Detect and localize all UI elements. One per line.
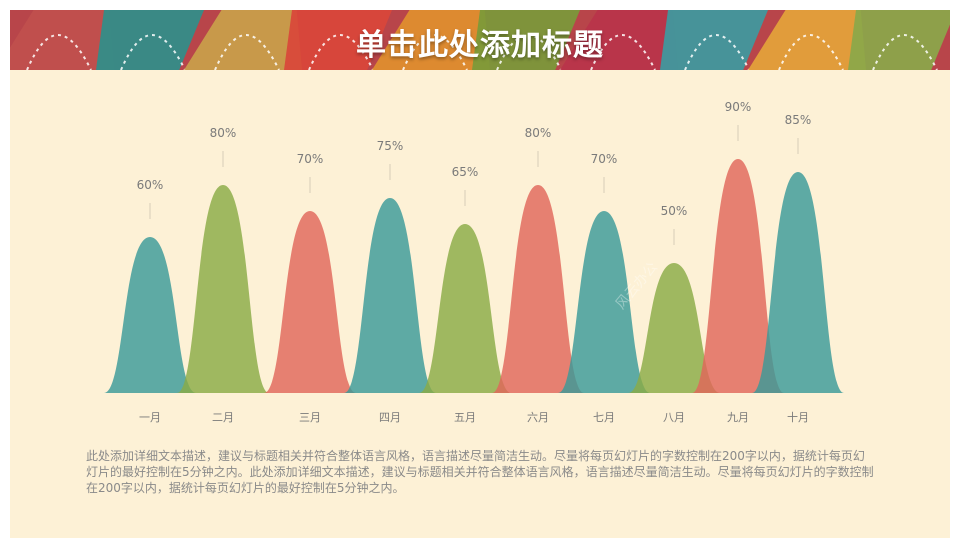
category-label-7: 七月 — [593, 411, 615, 424]
banner-dotted-line — [308, 34, 374, 70]
mountain-7[interactable] — [558, 211, 650, 393]
banner-dotted-line — [214, 34, 280, 70]
category-label-4: 四月 — [379, 411, 401, 424]
banner-shape — [560, 10, 678, 70]
slide-title[interactable]: 单击此处添加标题 — [356, 28, 604, 63]
data-label-6: 80% — [525, 126, 552, 140]
banner-shape — [96, 10, 204, 70]
data-label-7: 70% — [591, 152, 618, 166]
banner-dotted-line — [26, 34, 92, 70]
category-label-2: 二月 — [212, 411, 234, 424]
mountain-6[interactable] — [492, 185, 584, 393]
data-label-3: 70% — [297, 152, 324, 166]
banner-shape — [184, 10, 302, 70]
category-label-6: 六月 — [527, 411, 549, 424]
mountain-4[interactable] — [344, 198, 436, 393]
mountain-1[interactable] — [104, 237, 196, 393]
banner-dotted-line — [496, 34, 562, 70]
banner-shape — [748, 10, 866, 70]
category-label-9: 九月 — [727, 411, 749, 424]
banner-shape — [660, 10, 768, 70]
category-label-1: 一月 — [139, 411, 161, 424]
category-label-5: 五月 — [454, 411, 476, 424]
data-label-2: 80% — [210, 126, 237, 140]
banner-dotted-line — [120, 34, 186, 70]
data-label-9: 90% — [725, 100, 752, 114]
mountain-10[interactable] — [752, 172, 844, 393]
description-text[interactable]: 此处添加详细文本描述，建议与标题相关并符合整体语言风格，语言描述尽量简洁生动。尽… — [86, 449, 874, 495]
data-label-5: 65% — [452, 165, 479, 179]
banner-shape — [372, 10, 490, 70]
banner-shape — [472, 10, 580, 70]
mountain-2[interactable] — [177, 185, 269, 393]
category-label-3: 三月 — [299, 411, 321, 424]
header-banner — [10, 10, 950, 70]
data-label-10: 85% — [785, 113, 812, 127]
mountain-9[interactable] — [692, 159, 784, 393]
mountain-3[interactable] — [264, 211, 356, 393]
banner-shape — [284, 10, 392, 70]
banner-dotted-line — [402, 34, 468, 70]
banner-dotted-line — [872, 34, 938, 70]
mountain-chart: 60% 一月 80% 二月 70% 三月 75% 四月 65% 五月 80% 六月 70% 七月 50% 八月… — [104, 100, 844, 424]
mountain-8[interactable] — [628, 263, 720, 393]
category-label-10: 十月 — [787, 410, 809, 424]
data-label-8: 50% — [661, 204, 688, 218]
banner-shape — [848, 10, 950, 70]
banner-dotted-line — [684, 34, 750, 70]
mountain-5[interactable] — [419, 224, 511, 393]
banner-dotted-line — [590, 34, 656, 70]
category-label-8: 八月 — [663, 411, 685, 424]
data-label-4: 75% — [377, 139, 404, 153]
slide: 单击此处添加标题 60% 一月 80% 二月 70% 三月 75% 四月 65% 五月 80% 六月 7… — [10, 10, 950, 538]
banner-shape — [10, 10, 114, 70]
banner-pattern — [10, 10, 950, 70]
data-label-1: 60% — [137, 178, 164, 192]
banner-dotted-line — [778, 34, 844, 70]
